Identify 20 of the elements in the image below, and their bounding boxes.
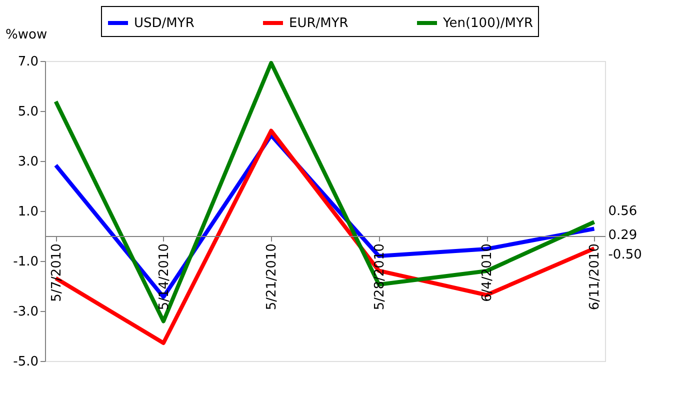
x-tick-label: 5/21/2010 <box>264 244 280 310</box>
y-axis-title: %wow <box>6 28 48 42</box>
legend-label: USD/MYR <box>134 16 194 31</box>
x-tick-label: 5/14/2010 <box>156 244 172 310</box>
data-label: 0.29 <box>608 228 638 243</box>
y-tick-label: 3.0 <box>18 154 38 170</box>
y-tick-label: -5.0 <box>13 354 38 370</box>
data-label: 0.56 <box>608 204 638 219</box>
x-tick-label: 6/4/2010 <box>480 244 496 302</box>
x-tick-label: 5/28/2010 <box>372 244 388 310</box>
legend-label: EUR/MYR <box>289 16 348 31</box>
y-tick-label: 5.0 <box>18 104 38 120</box>
y-tick-label: 1.0 <box>18 204 38 220</box>
legend-label: Yen(100)/MYR <box>442 16 533 31</box>
x-tick-label: 6/11/2010 <box>588 244 603 310</box>
data-label: -0.50 <box>608 248 642 262</box>
y-tick-label: -3.0 <box>13 304 38 320</box>
y-tick-label: 7.0 <box>18 54 38 70</box>
y-tick-label: -1.0 <box>13 254 38 270</box>
x-tick-label: 5/7/2010 <box>49 244 64 302</box>
